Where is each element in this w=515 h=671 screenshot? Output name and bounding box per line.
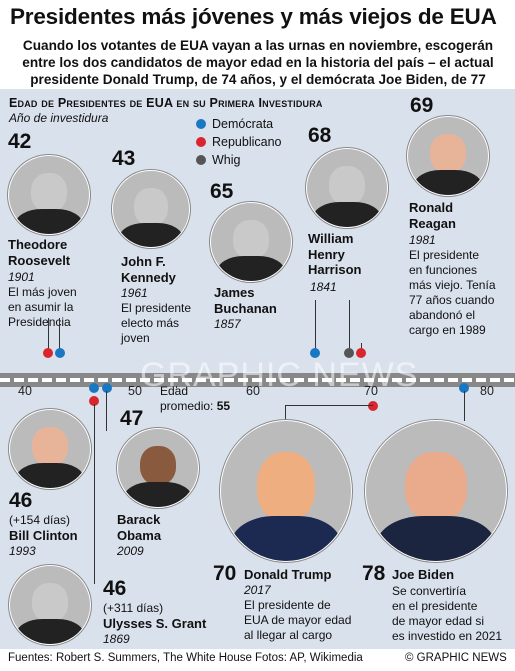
name-clinton: Bill Clinton [9, 528, 78, 543]
leader-buchanan [315, 300, 316, 350]
average-value: 55 [216, 399, 231, 413]
marker-biden [459, 383, 469, 393]
leader-harrison [349, 300, 350, 350]
footer-sources: Fuentes: Robert S. Summers, The White Ho… [8, 652, 252, 664]
leader-reagan [361, 343, 362, 351]
name-biden: Joe Biden [392, 567, 455, 582]
legend-democrat: Demócrata [196, 117, 273, 131]
photo-kennedy [112, 170, 190, 248]
marker-harrison [344, 348, 354, 358]
year-grant: 1869 [103, 632, 130, 646]
tick-80: 80 [480, 384, 494, 398]
name-grant: Ulysses S. Grant [103, 616, 207, 631]
name-trump: Donald Trump [244, 567, 332, 582]
name-roosevelt: Theodore Roosevelt [8, 237, 71, 268]
age-clinton: 46 [9, 489, 33, 512]
leader-roosevelt [48, 318, 49, 353]
note-roosevelt: El más joven en asumir la Presidencia [8, 285, 77, 329]
year-buchanan: 1857 [214, 317, 241, 331]
age-obama: 47 [120, 407, 144, 430]
democrat-dot-icon [196, 119, 206, 129]
legend-whig: Whig [196, 153, 240, 167]
leader-biden [464, 391, 465, 421]
year-kennedy: 1961 [121, 286, 148, 300]
legend-republican: Republicano [196, 135, 282, 149]
age-kennedy: 43 [112, 147, 136, 170]
marker-grant [89, 396, 99, 406]
name-reagan: Ronald Reagan [409, 200, 456, 231]
note-reagan: El presidente en funciones más viejo. Tení… [409, 248, 496, 337]
tick-60: 60 [246, 384, 260, 398]
whig-dot-icon [196, 155, 206, 165]
age-roosevelt: 42 [8, 130, 32, 153]
photo-clinton [9, 409, 91, 489]
extra-clinton: (+154 días) [9, 513, 71, 527]
marker-kennedy [55, 348, 65, 358]
photo-reagan [407, 116, 489, 196]
age-grant: 46 [103, 577, 127, 600]
marker-roosevelt [43, 348, 53, 358]
marker-clinton [89, 383, 99, 393]
note-kennedy: El presidente electo más joven [121, 301, 192, 345]
year-roosevelt: 1901 [8, 270, 35, 284]
footer-credit: © GRAPHIC NEWS [405, 652, 507, 664]
photo-trump [220, 420, 352, 562]
leader-trump-h [285, 405, 373, 406]
tick-70: 70 [364, 384, 378, 398]
note-trump: El presidente de EUA de mayor edad al lleg… [244, 598, 352, 642]
marker-buchanan [310, 348, 320, 358]
age-axis [0, 373, 515, 387]
republican-dot-icon [196, 137, 206, 147]
year-clinton: 1993 [9, 544, 36, 558]
tick-40: 40 [18, 384, 32, 398]
photo-buchanan [210, 202, 292, 282]
tick-50: 50 [128, 384, 142, 398]
leader-obama [106, 391, 107, 431]
name-buchanan: James Buchanan [214, 285, 277, 316]
year-obama: 2009 [117, 544, 144, 558]
age-biden: 78 [362, 562, 386, 585]
photo-grant [9, 565, 91, 645]
photo-biden [365, 420, 507, 562]
legend-label: Demócrata [212, 117, 274, 131]
name-harrison: William Henry Harrison [308, 231, 362, 277]
note-biden: Se convertiría en el presidente de mayor e… [392, 584, 503, 643]
extra-grant: (+311 días) [103, 601, 164, 615]
name-obama: Barack Obama [117, 512, 162, 543]
average-label: Edad [160, 384, 189, 398]
page-title: Presidentes más jóvenes y más viejos de … [10, 4, 497, 29]
legend-label: Republicano [212, 135, 282, 149]
name-kennedy: John F. Kennedy [121, 254, 176, 285]
leader-grant [94, 404, 95, 584]
section-subtitle: Año de investidura [9, 111, 109, 125]
age-harrison: 68 [308, 124, 332, 147]
leader-trump-v [285, 405, 286, 425]
marker-reagan [356, 348, 366, 358]
year-trump: 2017 [244, 583, 271, 597]
footer-photos: Fotos: AP, Wikimedia [255, 652, 363, 664]
year-harrison: 1841 [310, 280, 337, 294]
average-value-row: promedio: 55 [160, 399, 231, 413]
legend-label: Whig [212, 153, 241, 167]
photo-roosevelt [8, 155, 90, 235]
age-trump: 70 [213, 562, 237, 585]
average-marker [176, 386, 177, 388]
watermark: GRAPHIC NEWS [140, 356, 419, 394]
age-reagan: 69 [410, 94, 434, 117]
photo-obama [117, 428, 199, 508]
year-reagan: 1981 [409, 233, 436, 247]
page-subtitle: Cuando los votantes de EUA vayan a las u… [22, 38, 494, 87]
photo-harrison [306, 148, 388, 228]
section-title: Edad de Presidentes de EUA en su Primera… [9, 96, 323, 110]
leader-kennedy [59, 318, 60, 353]
marker-obama [102, 383, 112, 393]
marker-trump [368, 401, 378, 411]
age-buchanan: 65 [210, 180, 234, 203]
